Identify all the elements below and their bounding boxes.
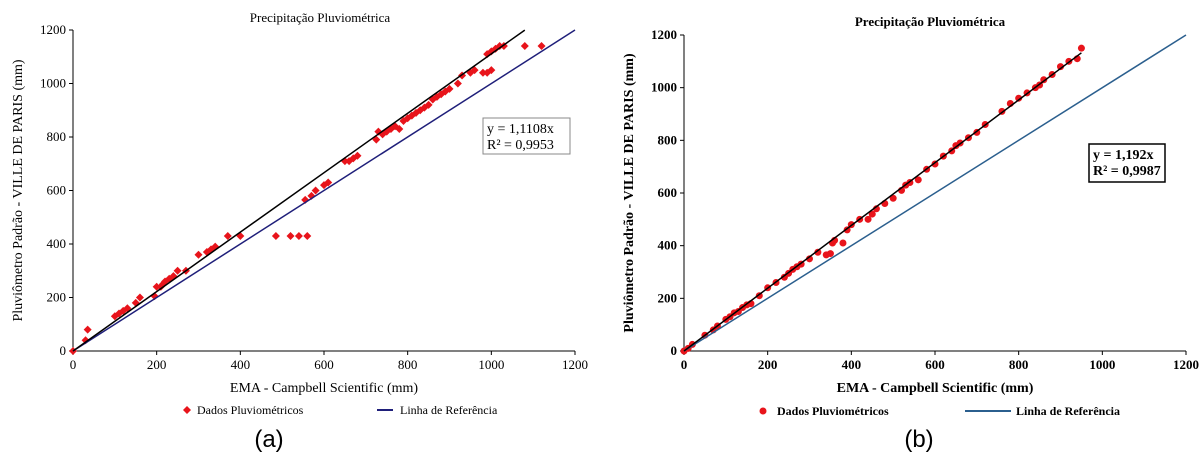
- data-point: [864, 215, 872, 223]
- equation-box: [1088, 143, 1166, 183]
- x-tick-label: 600: [925, 357, 945, 372]
- chart-panel-b: Precipitação Pluviométrica 0 200 400 600 800 1…: [622, 14, 1199, 453]
- y-tick-label: 0: [60, 343, 67, 358]
- r-squared: R² = 0,9953: [487, 138, 554, 153]
- y-tick-label: 1000: [40, 76, 66, 91]
- data-point: [537, 42, 546, 51]
- x-tick-label: 200: [147, 357, 167, 372]
- data-point: [839, 239, 847, 247]
- data-point: [135, 293, 144, 302]
- data-point: [1015, 94, 1023, 102]
- equation-box: [482, 117, 571, 155]
- y-tick-label: 1000: [651, 80, 677, 95]
- data-point: [424, 100, 433, 109]
- data-point: [889, 194, 897, 202]
- data-point: [478, 68, 487, 77]
- r-squared: R² = 0,9987: [1093, 164, 1161, 179]
- chart-title: Precipitação Pluviométrica: [855, 14, 1006, 29]
- chart-panel-a: Precipitação Pluviométrica 0 200 400 600 800 1…: [11, 10, 588, 453]
- x-tick-label: 400: [842, 357, 862, 372]
- legend-label: Dados Pluviométricos: [777, 404, 889, 418]
- x-axis-title: EMA - Campbell Scientific (mm): [230, 381, 419, 396]
- data-point: [395, 124, 404, 133]
- data-point: [806, 255, 813, 263]
- x-tick-label: 0: [70, 357, 77, 372]
- data-point: [194, 250, 203, 259]
- data-point: [294, 231, 303, 240]
- data-point: [236, 231, 245, 240]
- legend-label: Linha de Referência: [400, 403, 498, 417]
- x-axis-title: EMA - Campbell Scientific (mm): [837, 381, 1034, 396]
- data-point: [173, 266, 182, 275]
- y-tick-label: 200: [658, 290, 678, 305]
- panel-label: (b): [904, 426, 933, 453]
- data-point: [271, 231, 280, 240]
- x-tick-label: 400: [231, 357, 251, 372]
- data-point: [445, 84, 454, 93]
- data-point: [453, 79, 462, 88]
- data-point: [382, 127, 391, 136]
- legend-marker: [759, 407, 767, 415]
- y-tick-label: 600: [658, 185, 678, 200]
- data-point: [286, 231, 295, 240]
- data-point: [386, 124, 395, 133]
- y-tick-label: 400: [658, 238, 678, 253]
- y-axis-title: Pluviômetro Padrão - VILLE DE PARIS (mm): [622, 53, 637, 333]
- y-tick-label: 800: [658, 132, 678, 147]
- legend-label: Linha de Referência: [1016, 404, 1120, 418]
- x-tick-label: 0: [681, 357, 688, 372]
- trend-equation: y = 1,1108x: [487, 122, 554, 137]
- chart-title: Precipitação Pluviométrica: [250, 10, 391, 25]
- data-point: [303, 231, 312, 240]
- trend-equation: y = 1,192x: [1093, 148, 1153, 163]
- y-tick-label: 800: [47, 129, 67, 144]
- data-point: [868, 210, 876, 218]
- reference-line: [683, 34, 1187, 352]
- data-point: [223, 231, 232, 240]
- legend-label: Dados Pluviométricos: [197, 403, 304, 417]
- x-tick-label: 1200: [1173, 357, 1199, 372]
- data-point: [83, 325, 92, 334]
- trend-line: [683, 52, 1082, 352]
- y-tick-label: 1200: [40, 22, 66, 37]
- data-point: [814, 248, 822, 256]
- data-point: [914, 176, 922, 184]
- data-point: [152, 282, 161, 291]
- panel-label: (a): [254, 426, 283, 453]
- y-tick-label: 200: [47, 290, 67, 305]
- data-point: [487, 66, 496, 75]
- x-tick-label: 1200: [562, 357, 588, 372]
- x-tick-label: 1000: [478, 357, 504, 372]
- trend-line: [72, 29, 526, 352]
- data-point: [311, 186, 320, 195]
- y-tick-label: 400: [47, 236, 67, 251]
- reference-line: [72, 29, 576, 352]
- x-tick-label: 1000: [1089, 357, 1115, 372]
- data-point: [470, 66, 479, 75]
- data-point: [1077, 44, 1085, 52]
- data-point: [353, 151, 362, 160]
- x-tick-label: 800: [1009, 357, 1029, 372]
- data-point: [1057, 63, 1064, 71]
- x-tick-label: 800: [398, 357, 418, 372]
- y-tick-label: 600: [47, 183, 67, 198]
- data-point: [495, 42, 504, 51]
- y-tick-label: 0: [671, 343, 678, 358]
- y-tick-label: 1200: [651, 27, 677, 42]
- data-point: [324, 178, 333, 187]
- data-point: [520, 42, 529, 51]
- x-tick-label: 600: [314, 357, 334, 372]
- x-tick-label: 200: [758, 357, 778, 372]
- legend-marker: [183, 406, 191, 414]
- data-point: [826, 250, 834, 258]
- y-axis-title: Pluviômetro Padrão - VILLE DE PARIS (mm): [11, 59, 26, 321]
